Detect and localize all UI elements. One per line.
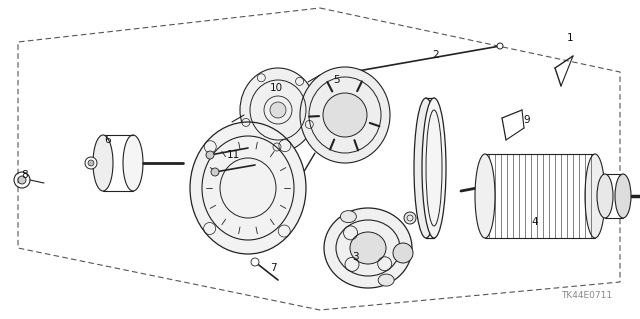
Text: 9: 9 <box>524 115 531 125</box>
Text: 8: 8 <box>22 170 28 180</box>
Ellipse shape <box>240 68 316 152</box>
Text: 11: 11 <box>227 150 239 160</box>
Text: 2: 2 <box>433 50 439 60</box>
Ellipse shape <box>190 122 306 254</box>
Ellipse shape <box>323 93 367 137</box>
Ellipse shape <box>270 102 286 118</box>
Text: TK44E0711: TK44E0711 <box>561 291 612 300</box>
Ellipse shape <box>18 176 26 184</box>
Ellipse shape <box>393 243 413 263</box>
Ellipse shape <box>475 154 495 238</box>
Ellipse shape <box>211 168 219 176</box>
Ellipse shape <box>378 274 394 286</box>
Text: 3: 3 <box>352 252 358 262</box>
Ellipse shape <box>404 212 416 224</box>
Ellipse shape <box>497 43 503 49</box>
Ellipse shape <box>324 208 412 288</box>
Ellipse shape <box>300 67 390 163</box>
Ellipse shape <box>615 174 631 218</box>
Text: 6: 6 <box>105 135 111 145</box>
Ellipse shape <box>251 258 259 266</box>
Text: 4: 4 <box>532 217 538 227</box>
Text: 10: 10 <box>269 83 283 93</box>
Ellipse shape <box>414 98 438 238</box>
Ellipse shape <box>123 135 143 191</box>
Text: 7: 7 <box>269 263 276 273</box>
Ellipse shape <box>88 160 94 166</box>
Ellipse shape <box>585 154 605 238</box>
Ellipse shape <box>85 157 97 169</box>
Ellipse shape <box>340 211 356 223</box>
Ellipse shape <box>93 135 113 191</box>
Ellipse shape <box>350 232 386 264</box>
Ellipse shape <box>349 69 355 76</box>
Text: 5: 5 <box>333 75 339 85</box>
Ellipse shape <box>597 174 613 218</box>
Ellipse shape <box>422 98 446 238</box>
Text: 1: 1 <box>566 33 573 43</box>
Ellipse shape <box>206 151 214 159</box>
